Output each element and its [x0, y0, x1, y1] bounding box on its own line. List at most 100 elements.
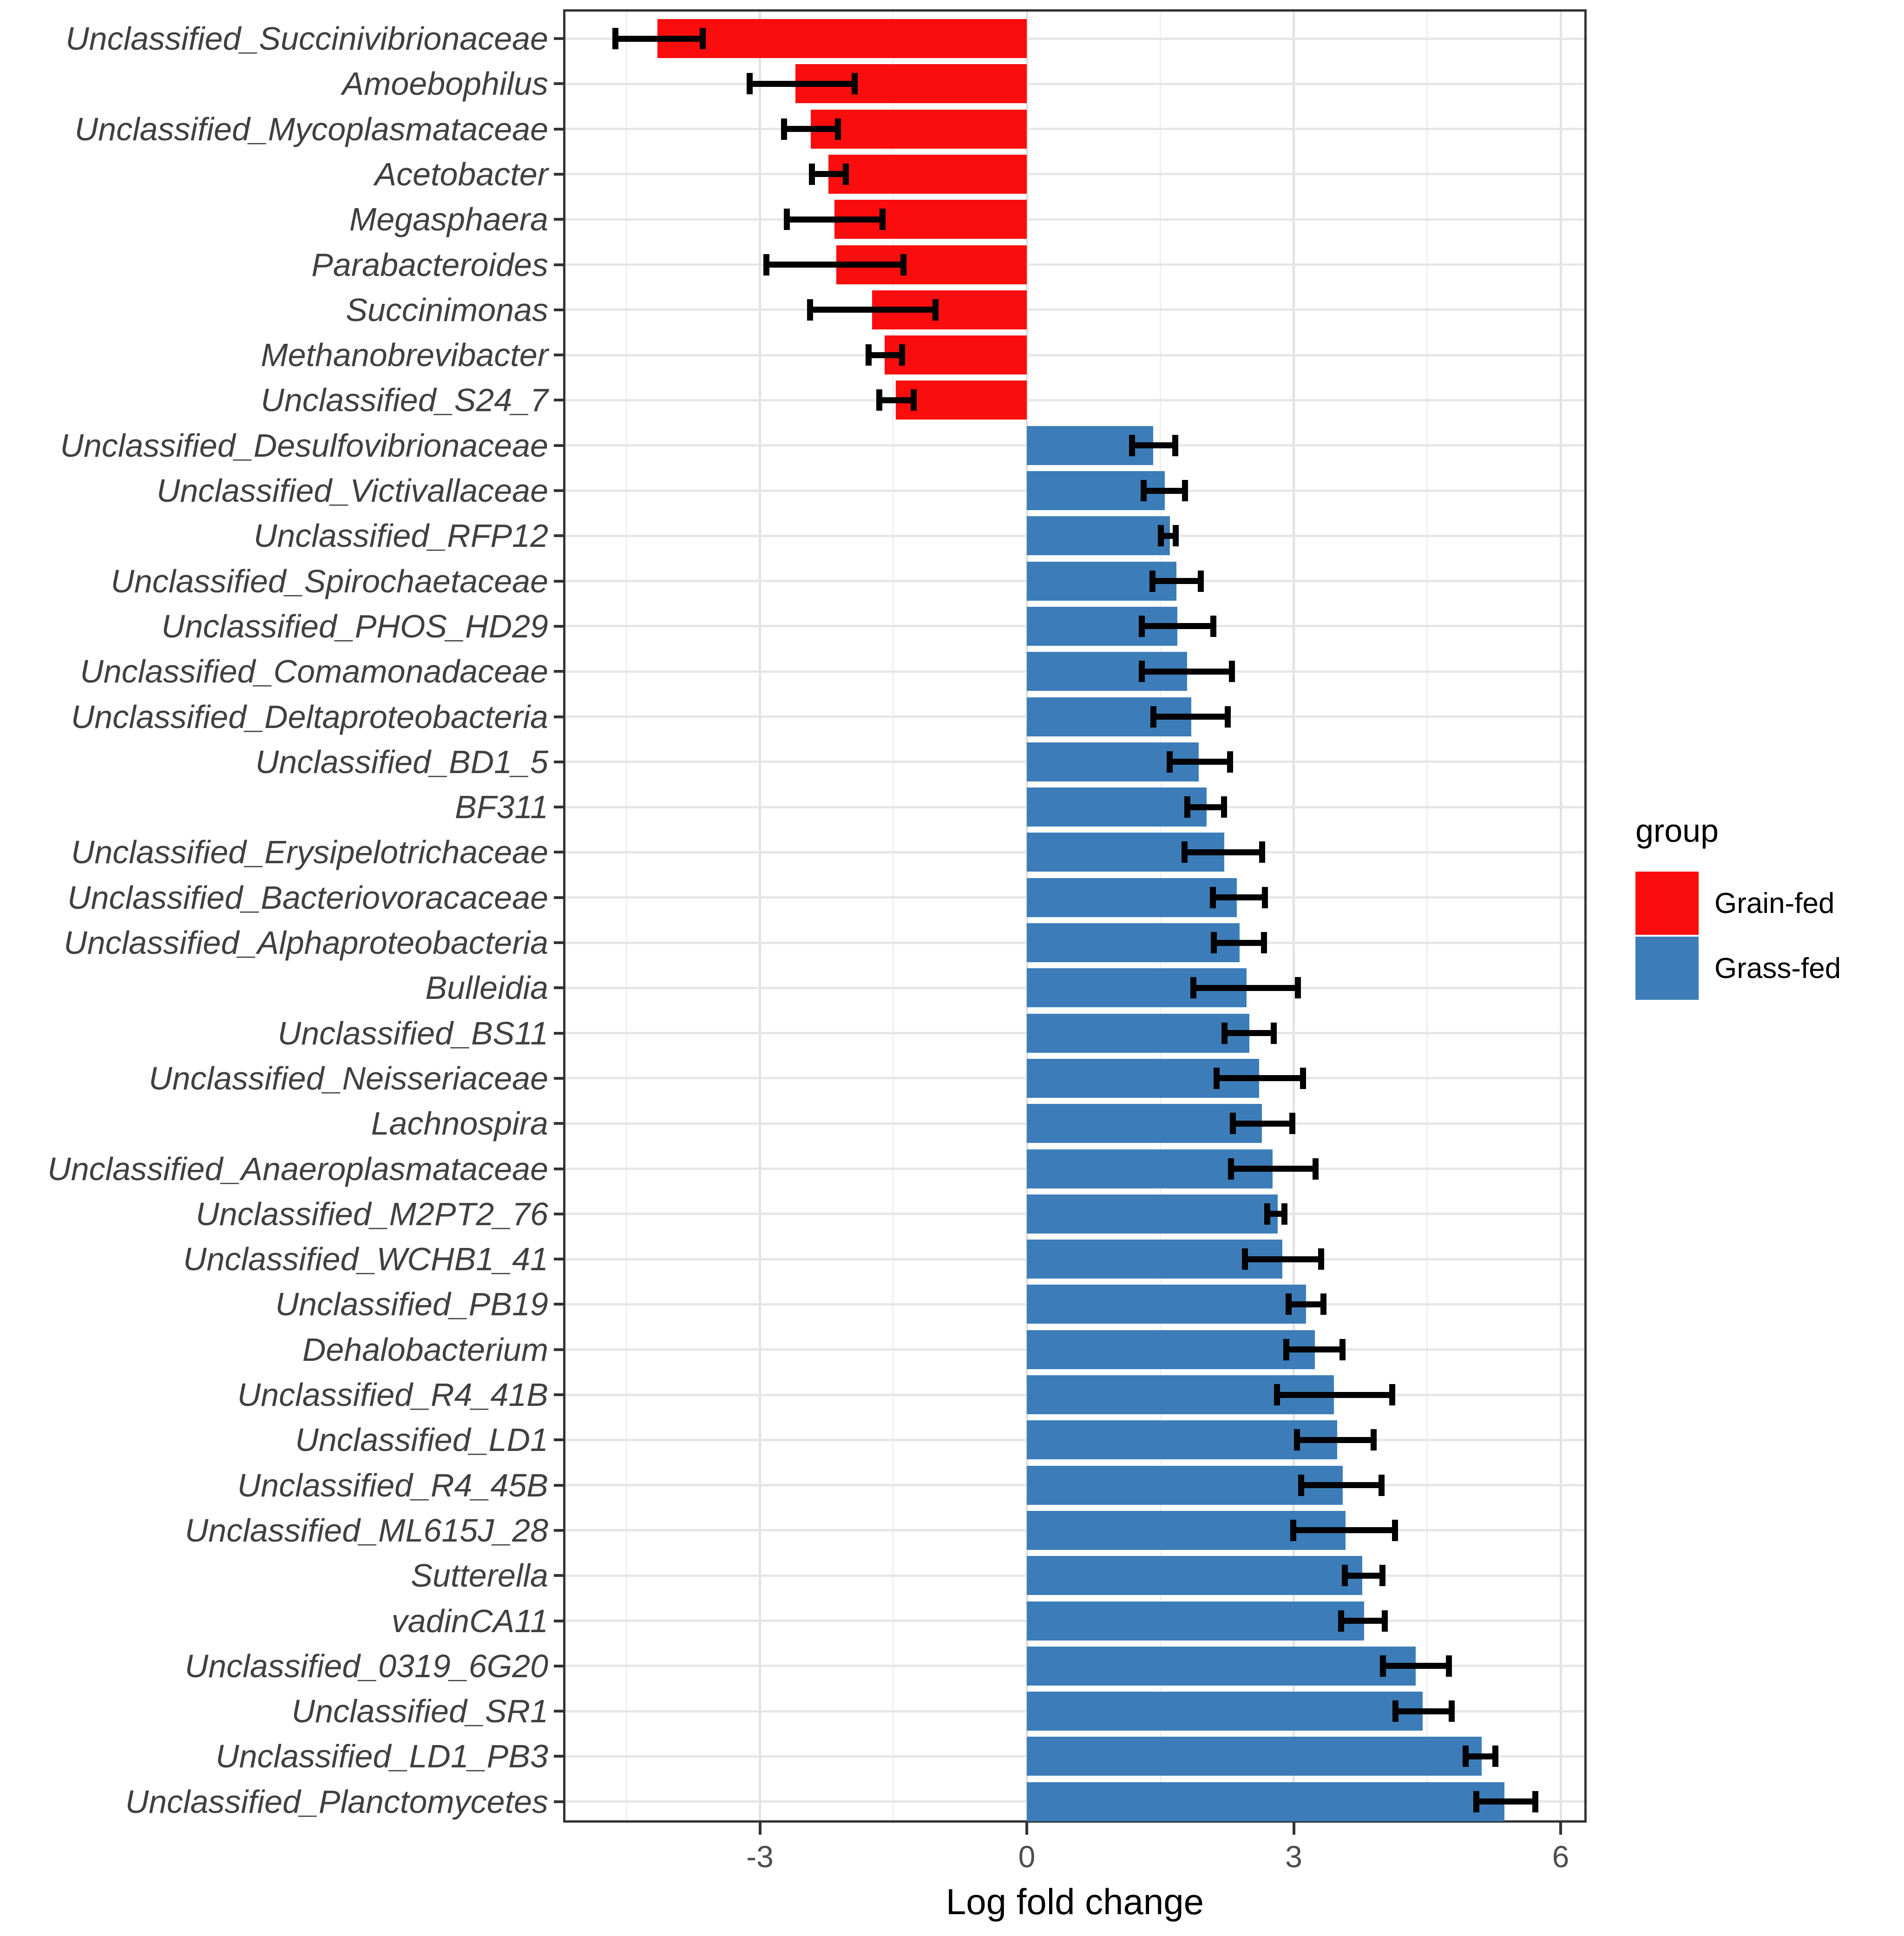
- errorbar-cap-right-Methanobrevibacter: [899, 344, 905, 366]
- errorbar-cap-left-Unclassified_ML615J_28: [1290, 1519, 1296, 1541]
- bar-Unclassified_0319_6G20: [1027, 1646, 1416, 1686]
- errorbar-line-Megasphaera: [784, 216, 886, 223]
- errorbar-cap-right-Unclassified_Anaeroplasmataceae: [1313, 1158, 1319, 1180]
- errorbar-cap-right-Unclassified_SR1: [1449, 1700, 1455, 1722]
- x-tick-label: 3: [1285, 1839, 1302, 1874]
- errorbar-cap-right-Unclassified_BD1_5: [1227, 751, 1234, 773]
- y-label-Sutterella: Sutterella: [411, 1557, 548, 1594]
- y-label-Succinimonas: Succinimonas: [346, 291, 548, 328]
- gridline-vertical-minor: [625, 12, 627, 1820]
- errorbar-line-Unclassified_Bacteriovoracaceae: [1210, 894, 1268, 901]
- errorbar-line-Dehalobacterium: [1283, 1346, 1346, 1353]
- errorbar-cap-right-Lachnospira: [1289, 1113, 1296, 1135]
- y-tick-mark: [554, 1303, 563, 1306]
- errorbar-cap-left-Unclassified_Deltaproteobacteria: [1150, 706, 1157, 728]
- errorbar-cap-right-Unclassified_Bacteriovoracaceae: [1261, 886, 1268, 908]
- y-label-Unclassified_Spirochaetaceae: Unclassified_Spirochaetaceae: [111, 563, 548, 599]
- y-tick-mark: [554, 263, 563, 266]
- gridline-horizontal: [565, 128, 1584, 131]
- errorbar-cap-right-Succinimonas: [932, 299, 939, 321]
- errorbar-line-Unclassified_Mycoplasmataceae: [781, 126, 841, 132]
- y-label-Unclassified_Bacteriovoracaceae: Unclassified_Bacteriovoracaceae: [67, 879, 548, 916]
- y-tick-mark: [554, 1483, 563, 1487]
- y-tick-mark: [554, 218, 563, 221]
- y-label-vadinCA11: vadinCA11: [391, 1602, 548, 1639]
- errorbar-cap-left-Unclassified_SR1: [1392, 1700, 1399, 1722]
- bar-Unclassified_PB19: [1027, 1285, 1307, 1324]
- errorbar-cap-left-Sutterella: [1341, 1565, 1348, 1587]
- errorbar-cap-left-Unclassified_S24_7: [876, 389, 883, 411]
- errorbar-cap-left-Unclassified_BD1_5: [1166, 751, 1173, 773]
- y-tick-mark: [554, 1574, 563, 1577]
- y-tick-mark: [554, 1755, 563, 1758]
- y-tick-mark: [554, 670, 563, 673]
- legend-label-Grass-fed: Grass-fed: [1714, 952, 1841, 984]
- gridline-horizontal: [565, 37, 1584, 40]
- bar-Unclassified_S24_7: [896, 381, 1027, 420]
- errorbar-line-BF311: [1184, 804, 1227, 810]
- errorbar-cap-right-Unclassified_R4_45B: [1378, 1474, 1385, 1496]
- errorbar-line-Unclassified_Erysipelotrichaceae: [1182, 849, 1266, 855]
- errorbar-cap-left-Megasphaera: [784, 209, 790, 230]
- y-label-BF311: BF311: [454, 789, 548, 826]
- y-label-Acetobacter: Acetobacter: [374, 156, 548, 192]
- y-label-Unclassified_Mycoplasmataceae: Unclassified_Mycoplasmataceae: [74, 111, 548, 147]
- errorbar-cap-left-Unclassified_Alphaproteobacteria: [1211, 932, 1217, 953]
- y-tick-mark: [554, 127, 563, 131]
- y-label-Unclassified_Succinivibrionaceae: Unclassified_Succinivibrionaceae: [66, 20, 548, 57]
- legend-swatch-Grain-fed: [1635, 872, 1699, 935]
- errorbar-cap-right-Unclassified_M2PT2_76: [1281, 1203, 1288, 1225]
- y-label-Unclassified_LD1: Unclassified_LD1: [295, 1422, 548, 1458]
- bar-Unclassified_R4_45B: [1027, 1465, 1343, 1505]
- errorbar-cap-right-Unclassified_Erysipelotrichaceae: [1259, 841, 1266, 863]
- bar-Unclassified_Alphaproteobacteria: [1027, 923, 1240, 962]
- errorbar-cap-right-Bulleidia: [1294, 977, 1301, 999]
- y-label-Unclassified_BS11: Unclassified_BS11: [277, 1015, 548, 1051]
- x-tick-label: 6: [1552, 1839, 1569, 1874]
- bar-Acetobacter: [828, 154, 1027, 194]
- gridline-horizontal: [565, 218, 1584, 221]
- errorbar-cap-left-Unclassified_Desulfovibrionaceae: [1129, 434, 1136, 456]
- errorbar-cap-left-Unclassified_Erysipelotrichaceae: [1182, 841, 1188, 863]
- bar-BF311: [1027, 788, 1207, 827]
- y-label-Unclassified_R4_41B: Unclassified_R4_41B: [237, 1377, 548, 1413]
- errorbar-cap-left-Unclassified_M2PT2_76: [1264, 1203, 1271, 1225]
- plot-area: [565, 12, 1584, 1821]
- x-axis-title: Log fold change: [945, 1881, 1204, 1922]
- errorbar-cap-left-BF311: [1184, 796, 1190, 818]
- y-tick-mark: [554, 986, 563, 990]
- y-tick-mark: [554, 1664, 563, 1667]
- errorbar-line-Unclassified_Planctomycetes: [1473, 1798, 1539, 1805]
- y-tick-mark: [554, 1122, 563, 1125]
- errorbar-cap-left-Unclassified_Spirochaetaceae: [1149, 570, 1156, 592]
- errorbar-line-Unclassified_PB19: [1286, 1301, 1327, 1307]
- x-tick-mark: [1292, 1823, 1295, 1835]
- errorbar-cap-left-Unclassified_Anaeroplasmataceae: [1228, 1158, 1234, 1180]
- bar-Unclassified_SR1: [1027, 1692, 1423, 1731]
- errorbar-cap-left-Bulleidia: [1190, 977, 1197, 999]
- y-tick-mark: [554, 806, 563, 809]
- errorbar-cap-right-Unclassified_0319_6G20: [1446, 1655, 1452, 1677]
- gridline-horizontal: [565, 263, 1584, 266]
- bar-Unclassified_Planctomycetes: [1027, 1782, 1505, 1821]
- bar-Unclassified_WCHB1_41: [1027, 1240, 1282, 1279]
- errorbar-cap-left-Parabacteroides: [763, 254, 770, 276]
- y-label-Unclassified_M2PT2_76: Unclassified_M2PT2_76: [196, 1195, 548, 1232]
- y-label-Megasphaera: Megasphaera: [349, 201, 548, 238]
- y-label-Methanobrevibacter: Methanobrevibacter: [261, 337, 548, 374]
- errorbar-line-Amoebophilus: [746, 80, 858, 87]
- y-tick-mark: [554, 1393, 563, 1396]
- y-tick-mark: [554, 354, 563, 357]
- bar-Lachnospira: [1027, 1104, 1262, 1143]
- y-tick-mark: [554, 1212, 563, 1215]
- errorbar-line-Succinimonas: [807, 307, 939, 313]
- x-tick-label: -3: [746, 1839, 774, 1874]
- y-tick-mark: [554, 1076, 563, 1080]
- errorbar-cap-left-Unclassified_BS11: [1221, 1022, 1228, 1044]
- y-tick-mark: [554, 534, 563, 538]
- y-tick-mark: [554, 399, 563, 402]
- errorbar-cap-left-Unclassified_0319_6G20: [1380, 1655, 1386, 1677]
- errorbar-cap-right-Unclassified_LD1: [1370, 1429, 1377, 1451]
- bar-vadinCA11: [1027, 1601, 1364, 1641]
